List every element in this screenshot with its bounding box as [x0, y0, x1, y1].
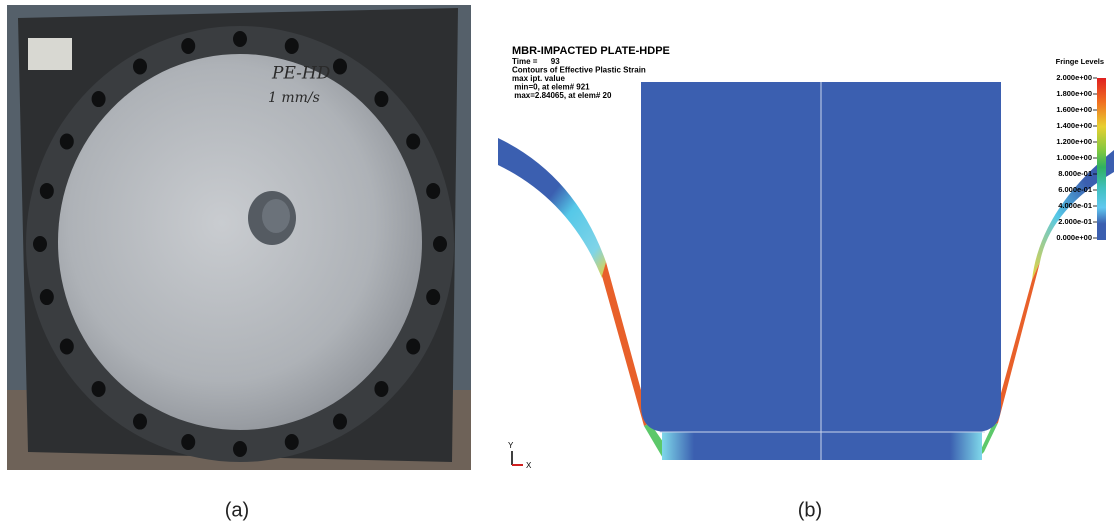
bolt-hole [133, 58, 147, 75]
plate-bottom [662, 432, 982, 460]
bolt-hole [181, 37, 196, 54]
bolt-hole [33, 236, 47, 252]
fringe-label: 1.200e+00 [1056, 137, 1092, 146]
bolt-hole [233, 441, 247, 457]
bolt-hole [406, 133, 421, 150]
fringe-labels: 2.000e+00 1.800e+00 1.600e+00 1.400e+00 1.20… [1056, 73, 1097, 242]
bolt-hole [59, 338, 74, 355]
axis-label: X [526, 461, 532, 470]
handwriting: 1 mm/s [268, 90, 320, 106]
fringe-label: 1.800e+00 [1056, 89, 1092, 98]
bolt-hole [433, 236, 447, 252]
photo: PE-HD 1 mm/s [7, 5, 471, 470]
bolt-hole [181, 434, 196, 451]
info-line: max ipt. value [512, 74, 565, 83]
fringe-label: 2.000e-01 [1058, 217, 1092, 226]
bolt-hole [39, 182, 54, 199]
bolt-hole [406, 338, 421, 355]
bolt-hole [39, 289, 54, 306]
fringe-label: 1.000e+00 [1056, 153, 1092, 162]
bolt-hole [133, 413, 147, 430]
impactor-cap [262, 199, 290, 233]
bolt-holes [33, 31, 447, 457]
plate-band [602, 262, 650, 426]
fringe-label: 1.600e+00 [1056, 105, 1092, 114]
fringe-title: Fringe Levels [1056, 57, 1104, 66]
handwriting: PE-HD [271, 64, 331, 84]
fringe-label: 6.000e-01 [1058, 185, 1092, 194]
fringe-label: 8.000e-01 [1058, 169, 1092, 178]
bolt-hole [333, 413, 347, 430]
title: MBR-IMPACTED PLATE-HDPE [512, 45, 670, 57]
info-line: min=0, at elem# 921 [512, 83, 590, 92]
bolt-hole [91, 380, 106, 397]
bolt-hole [426, 289, 441, 306]
plate-band [1032, 150, 1114, 280]
hdpe-disk [58, 54, 422, 430]
bolt-hole [374, 91, 389, 108]
bolt-hole [284, 434, 299, 451]
bolt-hole [233, 31, 247, 47]
fringe-label: 4.000e-01 [1058, 201, 1092, 210]
axis-label: Y [508, 441, 514, 450]
bolt-hole [284, 37, 299, 54]
caption: (b) [798, 499, 822, 521]
plate-band [992, 262, 1040, 426]
bolt-hole [333, 58, 347, 75]
fringe-label: 0.000e+00 [1056, 233, 1092, 242]
bolt-hole [91, 91, 106, 108]
sticker [28, 38, 72, 70]
bolt-hole [59, 133, 74, 150]
bolt-hole [374, 380, 389, 397]
fringe-label: 2.000e+00 [1056, 73, 1092, 82]
info-line: Contours of Effective Plastic Strain [512, 66, 646, 75]
fringe-label: 1.400e+00 [1056, 121, 1092, 130]
info-line: max=2.84065, at elem# 20 [512, 91, 612, 100]
caption: (a) [225, 499, 249, 521]
info-line: Time = 93 [512, 57, 560, 66]
plate-band [498, 138, 606, 278]
simulation: MBR-IMPACTED PLATE-HDPE Time = 93Contour… [498, 45, 1114, 470]
bolt-hole [426, 182, 441, 199]
color-bar [1097, 78, 1106, 240]
